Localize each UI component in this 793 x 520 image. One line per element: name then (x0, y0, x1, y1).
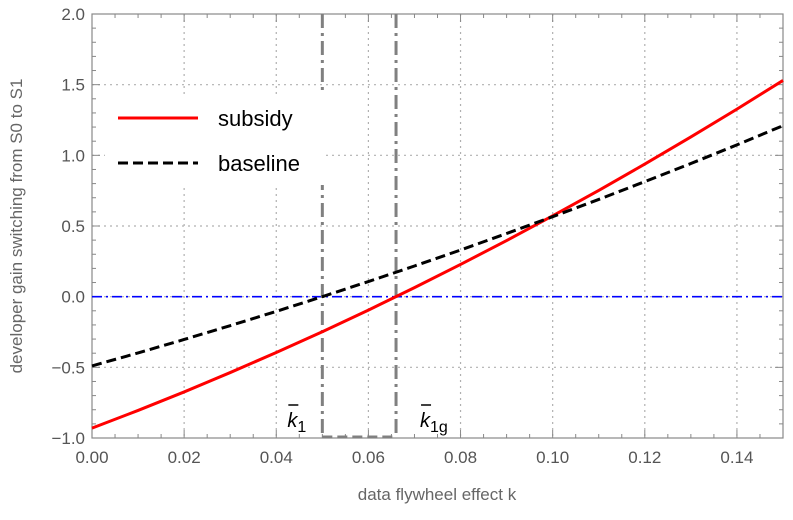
y-tick-label: 0.0 (61, 288, 85, 307)
y-tick-label: −0.5 (51, 358, 85, 377)
legend-box (105, 95, 325, 185)
reference-lines: k1 k1g (92, 14, 783, 439)
series-line-baseline (91, 124, 784, 368)
x-tick-label: 0.08 (444, 448, 477, 467)
grid (92, 14, 783, 438)
y-tick-label: 1.0 (61, 146, 85, 165)
y-axis-label: developer gain switching from S0 to S1 (7, 79, 26, 374)
x-tick-label: 0.02 (168, 448, 201, 467)
legend-label: baseline (218, 151, 300, 176)
series-line-subsidy (91, 79, 784, 430)
legend: subsidy baseline (105, 95, 325, 185)
y-tick-label: 0.5 (61, 217, 85, 236)
x-tick-label: 0.10 (536, 448, 569, 467)
series (91, 79, 784, 430)
legend-label: subsidy (218, 106, 293, 131)
x-tick-label: 0.00 (75, 448, 108, 467)
x-tick-label: 0.06 (352, 448, 385, 467)
x-tick-label: 0.04 (260, 448, 293, 467)
x-tick-label: 0.12 (628, 448, 661, 467)
y-tick-label: 2.0 (61, 5, 85, 24)
y-tick-label: −1.0 (51, 429, 85, 448)
x-tick-label: 0.14 (720, 448, 753, 467)
threshold-label: k1 (287, 410, 306, 436)
y-tick-label: 1.5 (61, 76, 85, 95)
axes: 0.00 0.02 0.04 0.06 0.08 0.10 0.12 0.14 −1.0 −0.5… (51, 5, 784, 467)
threshold-label: k1g (420, 410, 448, 436)
x-axis-label: data flywheel effect k (358, 485, 517, 504)
